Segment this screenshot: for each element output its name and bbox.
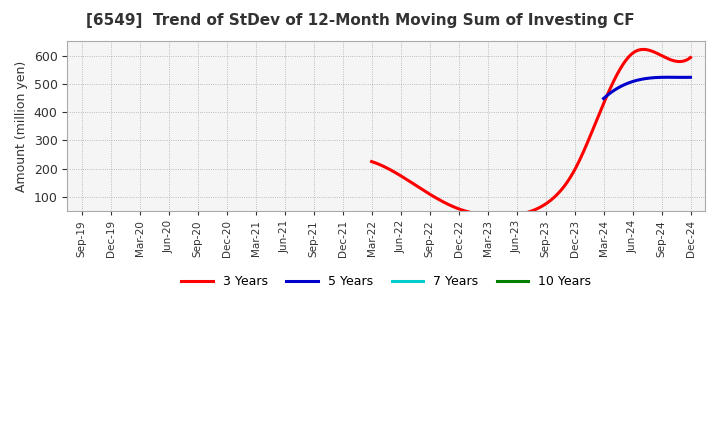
Legend: 3 Years, 5 Years, 7 Years, 10 Years: 3 Years, 5 Years, 7 Years, 10 Years	[176, 270, 596, 293]
Text: [6549]  Trend of StDev of 12-Month Moving Sum of Investing CF: [6549] Trend of StDev of 12-Month Moving…	[86, 13, 634, 28]
Y-axis label: Amount (million yen): Amount (million yen)	[15, 61, 28, 192]
